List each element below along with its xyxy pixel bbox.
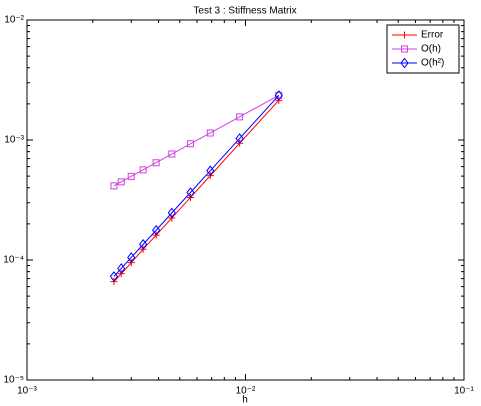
x-tick-label: 10⁻¹ xyxy=(454,386,474,397)
marker xyxy=(206,129,214,137)
series-line xyxy=(113,100,280,282)
marker xyxy=(152,224,161,236)
x-tick-label: 10⁻³ xyxy=(17,386,37,397)
legend-label: O(h) xyxy=(421,44,441,55)
marker xyxy=(235,133,244,144)
marker xyxy=(138,239,148,250)
series-line xyxy=(113,95,280,277)
marker xyxy=(168,150,176,158)
y-tick-label: 10⁻⁵ xyxy=(3,375,24,386)
marker xyxy=(400,57,409,69)
marker xyxy=(117,263,126,274)
x-axis-label: h xyxy=(242,395,248,406)
marker xyxy=(109,271,119,282)
marker xyxy=(401,45,408,53)
marker xyxy=(110,182,118,190)
marker xyxy=(186,187,195,198)
chart-title: Test 3 : Stiffness Matrix xyxy=(193,6,296,17)
marker xyxy=(167,207,176,219)
marker xyxy=(127,172,135,180)
y-tick-label: 10⁻⁴ xyxy=(3,255,24,266)
x-tick-label: 10⁻² xyxy=(236,386,256,397)
marker xyxy=(127,252,136,263)
legend-label: O(h²) xyxy=(421,58,444,69)
marker xyxy=(206,165,215,176)
marker xyxy=(186,140,194,148)
y-tick-label: 10⁻² xyxy=(4,15,24,26)
legend-label: Error xyxy=(421,30,444,41)
series-line xyxy=(113,94,280,187)
marker xyxy=(117,178,125,186)
marker xyxy=(152,159,160,167)
marker xyxy=(401,31,408,39)
y-tick-label: 10⁻³ xyxy=(4,135,24,146)
marker xyxy=(139,166,147,174)
marker xyxy=(274,90,283,101)
plot-area xyxy=(26,19,465,381)
marker xyxy=(236,113,244,121)
